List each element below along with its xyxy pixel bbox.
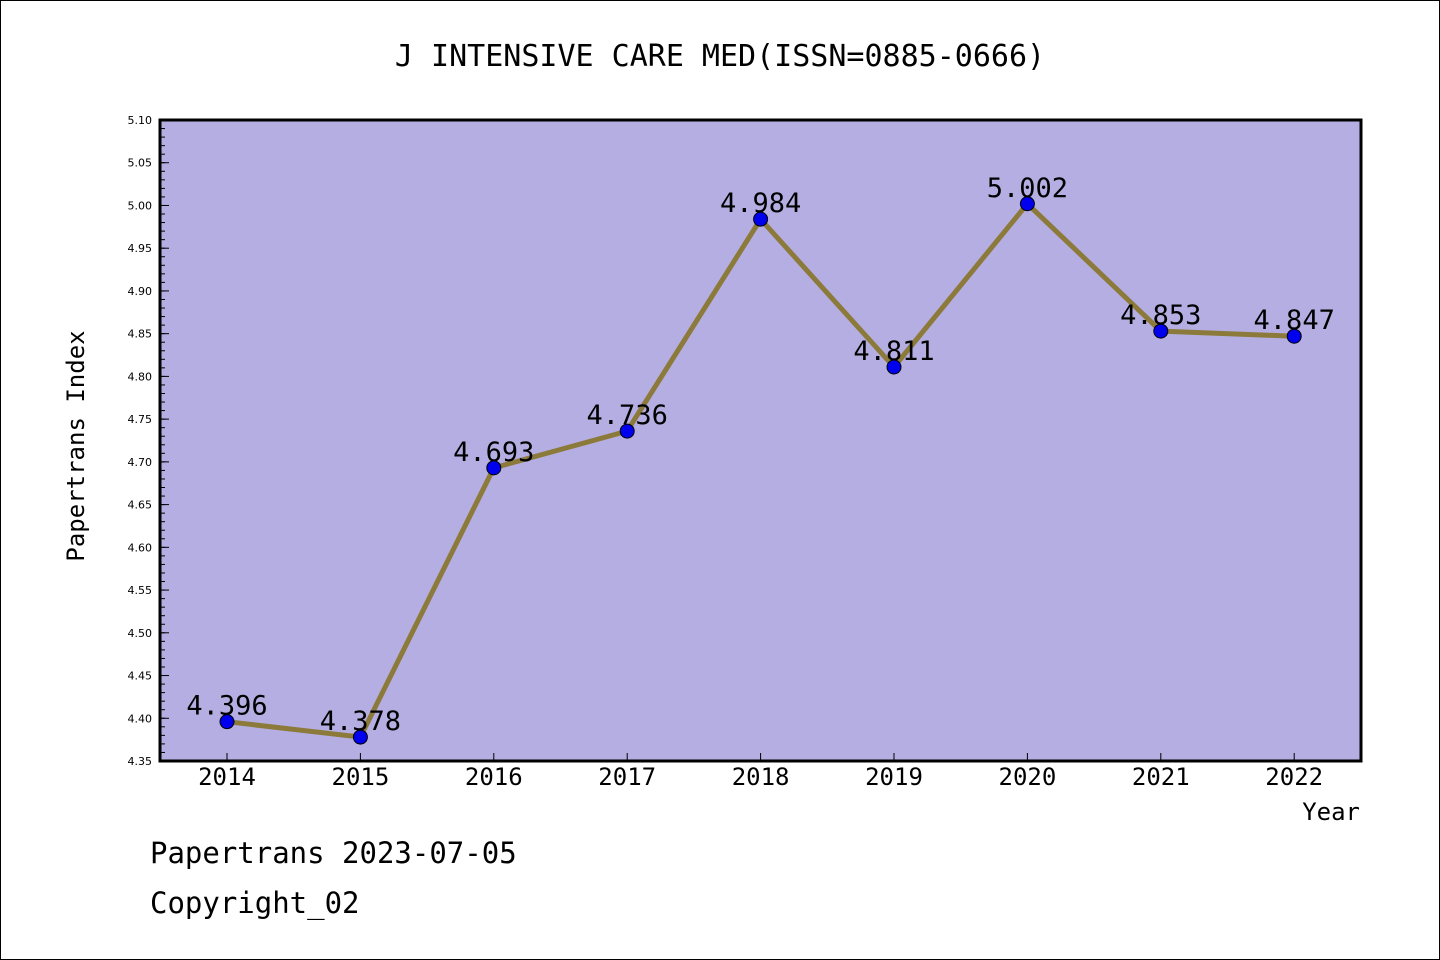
x-tick-label: 2017 [598,763,656,791]
data-point [1019,196,1035,212]
data-label: 5.002 [987,173,1068,204]
data-label: 4.847 [1254,305,1335,336]
data-point [1286,328,1302,344]
y-tick-label: 4.95 [128,242,153,255]
data-label: 4.984 [720,188,801,219]
data-point [219,714,235,730]
x-tick-label: 2021 [1132,763,1190,791]
x-tick-label: 2020 [999,763,1057,791]
y-tick-label: 5.05 [128,157,153,170]
data-point [1153,323,1169,339]
data-point [619,423,635,439]
y-tick-label: 4.55 [128,584,153,597]
data-label: 4.853 [1120,300,1201,331]
x-tick-label: 2019 [865,763,923,791]
y-tick-label: 4.85 [128,328,153,341]
y-tick-label: 5.10 [128,114,153,127]
x-tick-label: 2016 [465,763,523,791]
y-axis: 4.35 4.40 4.45 4.50 4.55 4.60 4.65 4.70 4.75 4.80… [128,114,169,768]
x-tick-label: 2014 [198,763,256,791]
data-label: 4.378 [320,706,401,737]
y-tick-label: 4.40 [128,712,153,725]
y-axis-label: Papertrans Index [62,330,90,561]
plot-area [158,118,1363,763]
data-label: 4.693 [453,437,534,468]
data-point [753,211,769,227]
y-tick-label: 4.90 [128,285,153,298]
x-axis: 2014 2015 2016 2017 2018 2019 2020 2021 2022 [198,753,1323,791]
x-axis-label: Year [1302,798,1360,826]
y-tick-label: 4.75 [128,413,153,426]
data-point [352,729,368,745]
x-tick-label: 2015 [332,763,390,791]
data-point [486,460,502,476]
footer-copyright: Copyright_02 [150,886,360,920]
x-tick-label: 2018 [732,763,790,791]
series: 4.396 4.378 4.693 4.736 4.984 4.811 5.002 4.853… [186,173,1335,745]
y-tick-label: 4.70 [128,456,153,469]
data-label: 4.811 [853,336,934,367]
data-point [886,359,902,375]
y-tick-label: 4.35 [128,755,153,768]
y-tick-label: 4.80 [128,370,153,383]
footer-date: Papertrans 2023-07-05 [150,836,517,870]
y-tick-label: 4.60 [128,541,153,554]
y-tick-label: 5.00 [128,199,153,212]
data-label: 4.396 [186,691,267,722]
data-label: 4.736 [587,400,668,431]
chart-title: J INTENSIVE CARE MED(ISSN=0885-0666) [395,39,1045,74]
x-tick-label: 2022 [1265,763,1323,791]
y-tick-label: 4.45 [128,670,153,683]
y-tick-label: 4.65 [128,499,153,512]
y-tick-label: 4.50 [128,627,153,640]
